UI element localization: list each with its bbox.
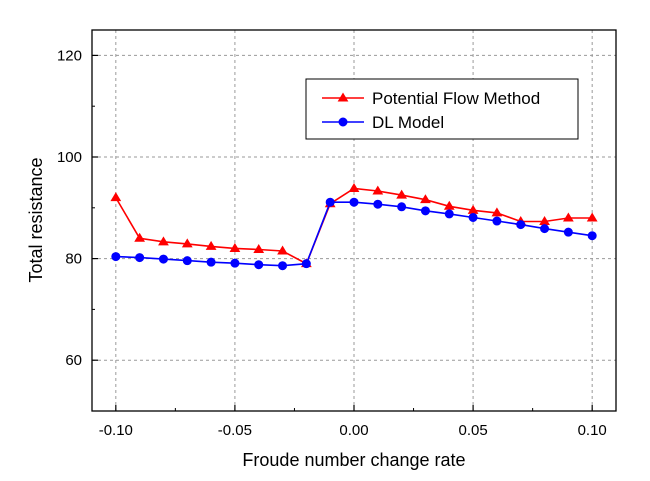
data-point-dl-model bbox=[492, 216, 502, 226]
data-point-potential-flow bbox=[420, 194, 431, 204]
x-tick-label: -0.10 bbox=[99, 422, 133, 439]
data-point-potential-flow bbox=[229, 242, 241, 252]
data-point-dl-model bbox=[516, 220, 526, 230]
y-axis-title: Total resistance bbox=[26, 157, 46, 282]
data-point-potential-flow bbox=[372, 185, 384, 195]
data-point-dl-model bbox=[182, 256, 192, 266]
y-tick-label: 80 bbox=[65, 251, 82, 268]
legend-box bbox=[305, 78, 579, 140]
data-point-dl-model bbox=[468, 212, 478, 222]
data-point-potential-flow bbox=[586, 212, 598, 222]
y-tick-label: 60 bbox=[65, 352, 82, 369]
legend-label-potential-flow: Potential Flow Method bbox=[372, 89, 540, 108]
x-tick-label: 0.05 bbox=[458, 422, 487, 439]
data-point-dl-model bbox=[278, 261, 288, 271]
data-point-potential-flow bbox=[134, 232, 146, 242]
data-point-dl-model bbox=[587, 231, 597, 241]
data-point-potential-flow bbox=[562, 212, 574, 222]
legend: Potential Flow Method DL Model bbox=[305, 78, 579, 140]
data-point-dl-model bbox=[540, 224, 550, 234]
x-tick-label: -0.05 bbox=[218, 422, 252, 439]
data-point-dl-model bbox=[444, 209, 454, 219]
x-axis-title: Froude number change rate bbox=[242, 450, 465, 470]
legend-label-dl-model: DL Model bbox=[372, 113, 444, 132]
data-point-potential-flow bbox=[205, 240, 217, 250]
data-point-dl-model bbox=[420, 206, 430, 216]
data-point-potential-flow bbox=[396, 189, 408, 199]
data-point-potential-flow bbox=[491, 207, 503, 217]
axes-layer: -0.10 -0.05 0.00 0.05 0.10 60 80 100 120 bbox=[57, 47, 607, 439]
series-layer bbox=[110, 183, 598, 271]
data-point-dl-model bbox=[373, 199, 383, 209]
data-point-dl-model bbox=[135, 253, 145, 263]
data-point-potential-flow bbox=[277, 245, 288, 255]
data-point-dl-model bbox=[563, 227, 573, 237]
x-tick-label: 0.00 bbox=[339, 422, 368, 439]
data-point-dl-model bbox=[206, 257, 216, 267]
data-point-dl-model bbox=[397, 202, 407, 212]
data-point-dl-model bbox=[254, 260, 264, 270]
data-point-dl-model bbox=[158, 254, 168, 264]
data-point-dl-model bbox=[301, 259, 311, 269]
legend-marker-potential-flow bbox=[337, 92, 349, 102]
data-point-potential-flow bbox=[348, 183, 360, 192]
data-point-dl-model bbox=[230, 258, 240, 268]
y-tick-label: 100 bbox=[57, 149, 82, 166]
data-point-potential-flow bbox=[443, 200, 455, 210]
data-point-dl-model bbox=[325, 197, 335, 207]
data-point-dl-model bbox=[349, 197, 359, 207]
data-point-potential-flow bbox=[253, 243, 265, 253]
data-point-potential-flow bbox=[158, 236, 169, 246]
y-tick-label: 120 bbox=[57, 47, 82, 64]
data-point-dl-model bbox=[111, 252, 121, 262]
data-point-potential-flow bbox=[110, 192, 122, 202]
legend-marker-dl-model bbox=[338, 117, 348, 127]
data-point-potential-flow bbox=[181, 238, 193, 248]
x-tick-label: 0.10 bbox=[578, 422, 607, 439]
